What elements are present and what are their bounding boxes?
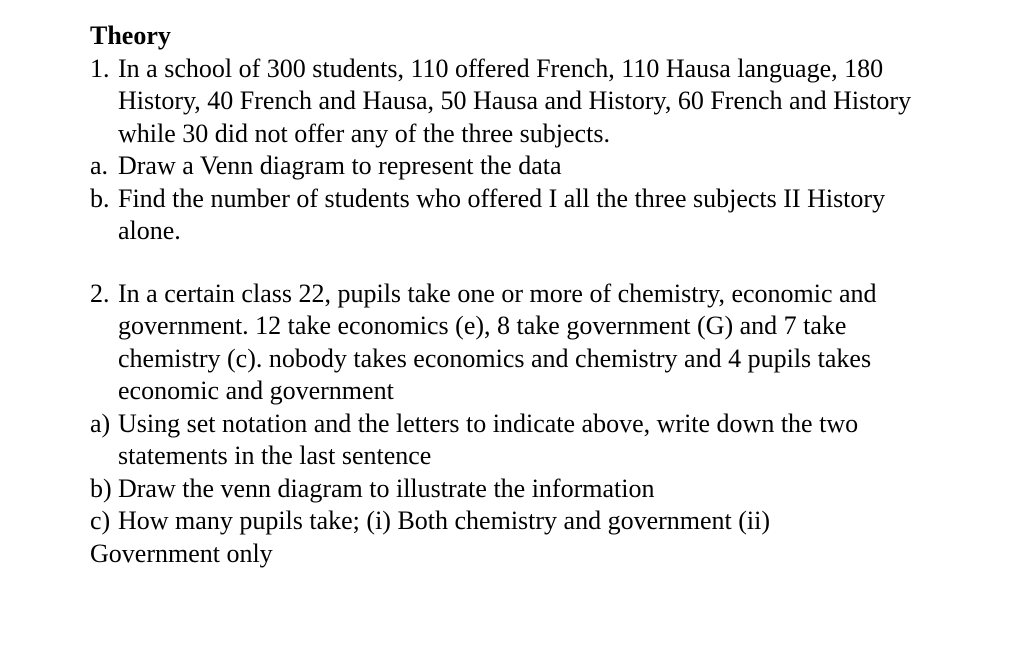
q1-text: In a school of 300 students, 110 offered…	[118, 53, 934, 151]
q1-b-text: Find the number of students who offered …	[118, 183, 934, 248]
q1-a: a. Draw a Venn diagram to represent the …	[90, 150, 934, 183]
section-heading: Theory	[90, 20, 934, 53]
q2-c-marker: c)	[90, 505, 118, 538]
q2-a: a) Using set notation and the letters to…	[90, 408, 934, 473]
q2-a-text: Using set notation and the letters to in…	[118, 408, 934, 473]
q2-b: b) Draw the venn diagram to illustrate t…	[90, 473, 934, 506]
q1-b: b. Find the number of students who offer…	[90, 183, 934, 248]
q2-c-continuation: Government only	[90, 538, 934, 571]
q2-c: c) How many pupils take; (i) Both chemis…	[90, 505, 934, 538]
q1-b-marker: b.	[90, 183, 118, 248]
q2: 2. In a certain class 22, pupils take on…	[90, 278, 934, 408]
q2-b-marker: b)	[90, 473, 118, 506]
q2-c-text: How many pupils take; (i) Both chemistry…	[118, 505, 934, 538]
q2-text: In a certain class 22, pupils take one o…	[118, 278, 934, 408]
q1-a-marker: a.	[90, 150, 118, 183]
q2-a-marker: a)	[90, 408, 118, 473]
q2-number: 2.	[90, 278, 118, 408]
q2-b-text: Draw the venn diagram to illustrate the …	[118, 473, 934, 506]
q1-number: 1.	[90, 53, 118, 151]
page: Theory 1. In a school of 300 students, 1…	[0, 0, 1024, 570]
q1-a-text: Draw a Venn diagram to represent the dat…	[118, 150, 934, 183]
q1: 1. In a school of 300 students, 110 offe…	[90, 53, 934, 151]
